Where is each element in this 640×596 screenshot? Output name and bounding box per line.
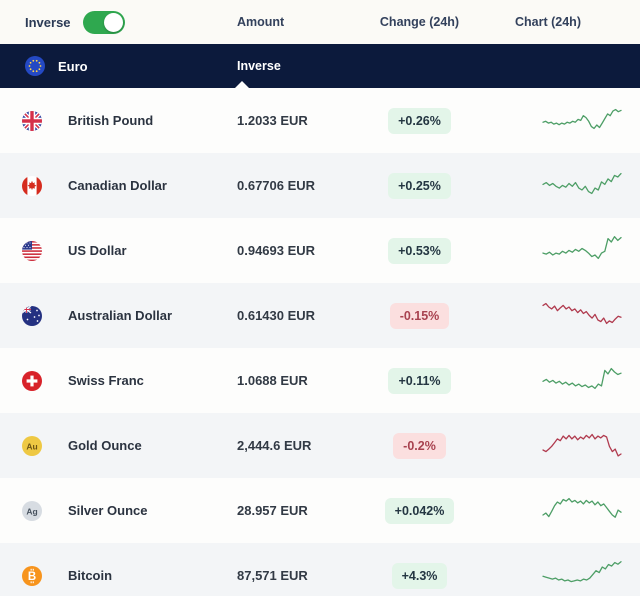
column-header-change[interactable]: Change (24h)	[379, 15, 460, 29]
bitcoin-icon: B	[22, 565, 42, 586]
currency-name: Swiss Franc	[68, 373, 144, 388]
currency-row[interactable]: Australian Dollar 0.61430 EUR -0.15%	[0, 283, 640, 348]
currency-name: Silver Ounce	[68, 503, 148, 518]
currency-name: Australian Dollar	[68, 308, 173, 323]
svg-text:Ag: Ag	[26, 506, 37, 516]
currency-name: Canadian Dollar	[68, 178, 167, 193]
australia-flag-icon	[22, 305, 42, 326]
change-badge: +0.53%	[388, 237, 451, 264]
currency-row[interactable]: US Dollar 0.94693 EUR +0.53%	[0, 218, 640, 283]
chart-cell	[492, 491, 640, 530]
currency-amount: 0.67706 EUR	[237, 178, 316, 193]
sparkline-chart	[542, 497, 622, 518]
currency-name: British Pound	[68, 113, 154, 128]
chart-cell	[492, 361, 640, 400]
currency-amount: 28.957 EUR	[237, 503, 308, 518]
currency-row[interactable]: Ag Silver Ounce 28.957 EUR +0.042%	[0, 478, 640, 543]
currency-amount: 2,444.6 EUR	[237, 438, 312, 453]
column-header-amount[interactable]: Amount	[237, 15, 285, 29]
currency-amount: 1.2033 EUR	[237, 113, 308, 128]
currency-row[interactable]: B Bitcoin 87,571 EUR +4.3%	[0, 543, 640, 596]
base-amount-header: Inverse	[237, 59, 281, 73]
column-header-chart[interactable]: Chart (24h)	[515, 15, 581, 29]
sparkline-chart	[542, 302, 622, 325]
currency-row[interactable]: Swiss Franc 1.0688 EUR +0.11%	[0, 348, 640, 413]
currency-name: Gold Ounce	[68, 438, 142, 453]
sparkline-chart	[542, 236, 622, 260]
chart-cell	[492, 101, 640, 140]
currency-amount: 0.61430 EUR	[237, 308, 316, 323]
currency-row[interactable]: British Pound 1.2033 EUR +0.26%	[0, 88, 640, 153]
currency-amount: 87,571 EUR	[237, 568, 308, 583]
change-badge: +4.3%	[391, 562, 448, 589]
toggle-knob-icon	[103, 12, 123, 32]
currency-rows: British Pound 1.2033 EUR +0.26% Canadian…	[0, 88, 640, 596]
currency-row[interactable]: Canadian Dollar 0.67706 EUR +0.25%	[0, 153, 640, 218]
currency-row[interactable]: Au Gold Ounce 2,444.6 EUR -0.2%	[0, 413, 640, 478]
change-badge: -0.2%	[393, 432, 446, 459]
eu-flag-icon	[25, 56, 45, 76]
change-badge: +0.042%	[384, 497, 455, 524]
chart-cell	[492, 296, 640, 335]
switzerland-flag-icon	[22, 370, 42, 391]
base-currency-bar: Euro Inverse	[0, 44, 640, 88]
sparkline-chart	[542, 172, 622, 195]
change-badge: +0.11%	[388, 367, 451, 394]
currency-name: Bitcoin	[68, 568, 113, 583]
chart-cell	[492, 166, 640, 205]
base-currency-name: Euro	[58, 58, 88, 74]
change-badge: +0.26%	[388, 107, 451, 134]
svg-text:Au: Au	[26, 441, 37, 451]
svg-text:B: B	[28, 571, 36, 583]
uk-flag-icon	[22, 110, 42, 131]
change-badge: +0.25%	[388, 172, 451, 199]
sparkline-chart	[542, 561, 622, 583]
currency-amount: 0.94693 EUR	[237, 243, 316, 258]
currency-name: US Dollar	[68, 243, 127, 258]
sparkline-chart	[542, 108, 622, 130]
inverse-toggle-label: Inverse	[25, 14, 71, 30]
silver-icon: Ag	[22, 500, 42, 521]
us-flag-icon	[22, 240, 42, 261]
gold-icon: Au	[22, 435, 42, 456]
sparkline-chart	[542, 433, 622, 457]
chart-cell	[492, 556, 640, 595]
table-toolbar: Inverse Amount Change (24h) Chart (24h)	[0, 0, 640, 44]
canada-flag-icon	[22, 175, 42, 196]
chart-cell	[492, 231, 640, 270]
change-badge: -0.15%	[389, 302, 450, 329]
sparkline-chart	[542, 367, 622, 390]
row-pointer-notch-icon	[235, 81, 249, 88]
currency-amount: 1.0688 EUR	[237, 373, 308, 388]
chart-cell	[492, 426, 640, 465]
inverse-toggle[interactable]	[82, 10, 125, 34]
